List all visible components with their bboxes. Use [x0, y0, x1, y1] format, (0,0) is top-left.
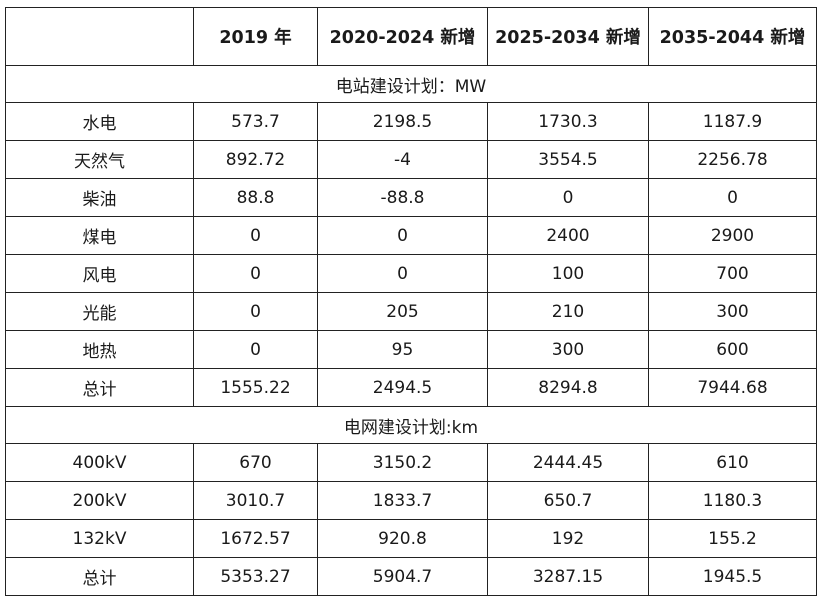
table-cell: 0	[193, 254, 318, 293]
table-cell: 2494.5	[317, 368, 488, 407]
header-cell-2020-2024: 2020-2024 新增	[317, 7, 488, 66]
table-row: 天然气 892.72 -4 3554.5 2256.78	[5, 140, 817, 179]
table-cell: 300	[648, 292, 817, 331]
table-row: 总计 5353.27 5904.7 3287.15 1945.5	[5, 557, 817, 596]
row-label: 132kV	[5, 519, 194, 558]
table-cell: 0	[317, 254, 488, 293]
table-cell: 205	[317, 292, 488, 331]
table-cell: 2198.5	[317, 102, 488, 141]
table-cell: 100	[487, 254, 649, 293]
table-cell: 670	[193, 443, 318, 482]
table-cell: 2900	[648, 216, 817, 255]
table-cell: 0	[193, 330, 318, 369]
section-row: 电网建设计划:km	[5, 406, 817, 444]
table-cell: 1555.22	[193, 368, 318, 407]
header-cell-empty	[5, 7, 194, 66]
header-cell-2025-2034: 2025-2034 新增	[487, 7, 649, 66]
table-row: 水电 573.7 2198.5 1730.3 1187.9	[5, 102, 817, 141]
table-cell: 920.8	[317, 519, 488, 558]
table-row: 总计 1555.22 2494.5 8294.8 7944.68	[5, 368, 817, 407]
row-label: 煤电	[5, 216, 194, 255]
row-label: 柴油	[5, 178, 194, 217]
table-cell: 600	[648, 330, 817, 369]
row-label: 地热	[5, 330, 194, 369]
table-row: 地热 0 95 300 600	[5, 330, 817, 369]
table-row: 200kV 3010.7 1833.7 650.7 1180.3	[5, 481, 817, 520]
table-cell: 88.8	[193, 178, 318, 217]
table-cell: 573.7	[193, 102, 318, 141]
section-title: 电站建设计划：MW	[5, 65, 817, 103]
table-cell: 8294.8	[487, 368, 649, 407]
table-cell: 0	[193, 216, 318, 255]
table-cell: 892.72	[193, 140, 318, 179]
table-cell: -4	[317, 140, 488, 179]
construction-plan-table: 2019 年 2020-2024 新增 2025-2034 新增 2035-20…	[5, 7, 817, 596]
table-cell: 0	[648, 178, 817, 217]
table-row: 光能 0 205 210 300	[5, 292, 817, 331]
header-cell-2035-2044: 2035-2044 新增	[648, 7, 817, 66]
table-cell: 1730.3	[487, 102, 649, 141]
row-label: 光能	[5, 292, 194, 331]
table-cell: 650.7	[487, 481, 649, 520]
table-row: 煤电 0 0 2400 2900	[5, 216, 817, 255]
table-cell: -88.8	[317, 178, 488, 217]
table-cell: 3010.7	[193, 481, 318, 520]
row-label: 200kV	[5, 481, 194, 520]
table-row: 风电 0 0 100 700	[5, 254, 817, 293]
table-body: 电站建设计划：MW 水电 573.7 2198.5 1730.3 1187.9 天然气 892…	[5, 65, 817, 596]
table-cell: 5353.27	[193, 557, 318, 596]
table-cell: 0	[317, 216, 488, 255]
table-row: 400kV 670 3150.2 2444.45 610	[5, 443, 817, 482]
row-label: 天然气	[5, 140, 194, 179]
row-label: 总计	[5, 368, 194, 407]
table-cell: 1187.9	[648, 102, 817, 141]
header-row: 2019 年 2020-2024 新增 2025-2034 新增 2035-20…	[5, 7, 817, 66]
table-cell: 300	[487, 330, 649, 369]
table-cell: 7944.68	[648, 368, 817, 407]
table-cell: 192	[487, 519, 649, 558]
table-cell: 5904.7	[317, 557, 488, 596]
table-cell: 2256.78	[648, 140, 817, 179]
table-cell: 3150.2	[317, 443, 488, 482]
table-cell: 1945.5	[648, 557, 817, 596]
table-cell: 210	[487, 292, 649, 331]
table-cell: 1833.7	[317, 481, 488, 520]
table-cell: 3287.15	[487, 557, 649, 596]
section-title: 电网建设计划:km	[5, 406, 817, 444]
header-cell-2019: 2019 年	[193, 7, 318, 66]
table-cell: 2444.45	[487, 443, 649, 482]
table-cell: 610	[648, 443, 817, 482]
table-cell: 2400	[487, 216, 649, 255]
row-label: 风电	[5, 254, 194, 293]
section-row: 电站建设计划：MW	[5, 65, 817, 103]
table-cell: 1672.57	[193, 519, 318, 558]
table-cell: 0	[487, 178, 649, 217]
table-cell: 0	[193, 292, 318, 331]
row-label: 400kV	[5, 443, 194, 482]
table-cell: 155.2	[648, 519, 817, 558]
table-row: 柴油 88.8 -88.8 0 0	[5, 178, 817, 217]
table-row: 132kV 1672.57 920.8 192 155.2	[5, 519, 817, 558]
row-label: 总计	[5, 557, 194, 596]
table-cell: 3554.5	[487, 140, 649, 179]
row-label: 水电	[5, 102, 194, 141]
table-cell: 1180.3	[648, 481, 817, 520]
table-cell: 95	[317, 330, 488, 369]
table-cell: 700	[648, 254, 817, 293]
